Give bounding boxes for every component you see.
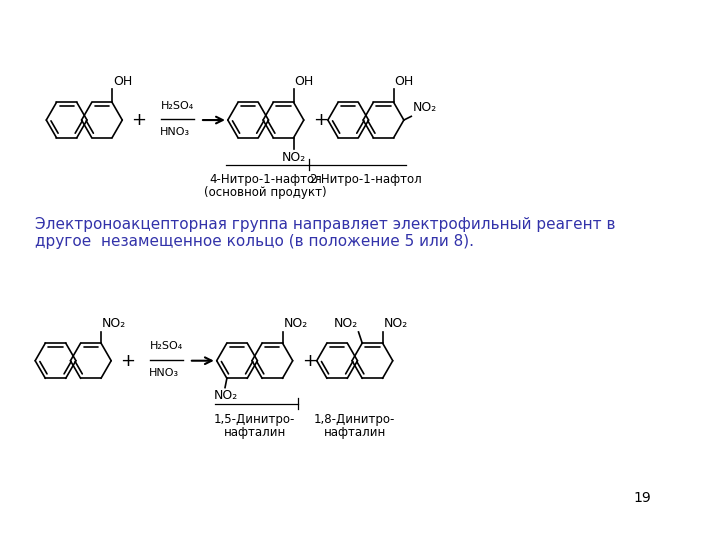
Text: NO₂: NO₂ — [102, 317, 126, 330]
Text: OH: OH — [395, 75, 414, 87]
Text: H₂SO₄: H₂SO₄ — [161, 101, 194, 111]
Text: HNO₃: HNO₃ — [160, 127, 190, 138]
Text: 19: 19 — [633, 491, 651, 505]
Text: другое  незамещенное кольцо (в положение 5 или 8).: другое незамещенное кольцо (в положение … — [35, 234, 474, 249]
Text: NO₂: NO₂ — [413, 102, 437, 114]
Text: +: + — [132, 111, 146, 129]
Text: NO₂: NO₂ — [284, 317, 307, 330]
Text: +: + — [120, 352, 135, 370]
Text: NO₂: NO₂ — [214, 389, 238, 402]
Text: NO₂: NO₂ — [282, 151, 306, 164]
Text: нафталин: нафталин — [323, 426, 386, 438]
Text: +: + — [313, 111, 328, 129]
Text: NO₂: NO₂ — [384, 317, 408, 330]
Text: OH: OH — [113, 75, 132, 87]
Text: 4-Нитро-1-нафтол: 4-Нитро-1-нафтол — [210, 173, 322, 186]
Text: OH: OH — [294, 75, 314, 87]
Text: +: + — [302, 352, 317, 370]
Text: NO₂: NO₂ — [333, 317, 358, 330]
Text: HNO₃: HNO₃ — [149, 368, 179, 378]
Text: 2-Нитро-1-нафтол: 2-Нитро-1-нафтол — [310, 173, 422, 186]
Text: H₂SO₄: H₂SO₄ — [150, 341, 184, 352]
Text: Электроноакцепторная группа направляет электрофильный реагент в: Электроноакцепторная группа направляет э… — [35, 217, 616, 232]
Text: 1,8-Динитро-: 1,8-Динитро- — [314, 413, 395, 426]
Text: 1,5-Динитро-: 1,5-Динитро- — [214, 413, 295, 426]
Text: (основной продукт): (основной продукт) — [204, 186, 327, 199]
Text: нафталин: нафталин — [224, 426, 286, 438]
